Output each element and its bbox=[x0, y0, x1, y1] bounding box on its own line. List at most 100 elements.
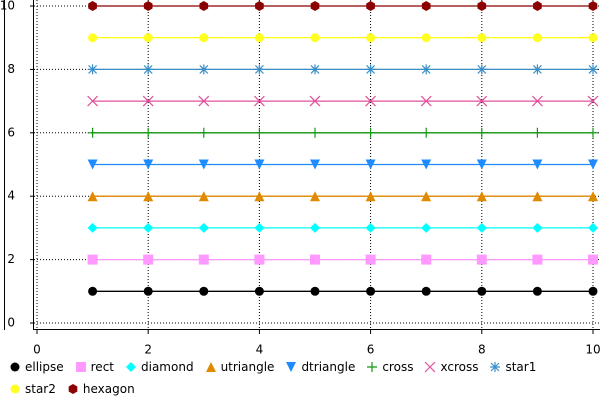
marker bbox=[126, 362, 136, 372]
legend-label: dtriangle bbox=[301, 360, 356, 374]
marker bbox=[198, 191, 209, 202]
marker bbox=[532, 33, 542, 43]
y-tick-label: 8 bbox=[7, 62, 15, 76]
marker bbox=[254, 191, 265, 202]
marker bbox=[588, 127, 598, 138]
marker bbox=[367, 362, 378, 372]
marker bbox=[476, 222, 487, 233]
marker bbox=[87, 64, 98, 75]
marker bbox=[68, 384, 78, 394]
marker bbox=[420, 95, 432, 107]
marker bbox=[143, 127, 154, 138]
marker bbox=[198, 254, 209, 265]
marker bbox=[532, 159, 543, 170]
legend-item: dtriangle bbox=[284, 356, 355, 378]
marker bbox=[254, 33, 264, 43]
marker bbox=[88, 33, 98, 43]
marker bbox=[254, 222, 265, 233]
marker bbox=[532, 222, 543, 233]
marker bbox=[476, 159, 487, 170]
x-tick-label: 8 bbox=[478, 343, 486, 357]
marker bbox=[143, 191, 154, 202]
marker bbox=[310, 159, 320, 170]
marker bbox=[588, 191, 598, 202]
legend-icon bbox=[286, 362, 297, 372]
marker bbox=[75, 362, 86, 372]
legend-label: xcross bbox=[440, 360, 479, 374]
marker bbox=[198, 64, 209, 75]
marker bbox=[310, 286, 320, 296]
marker bbox=[588, 286, 598, 296]
marker bbox=[477, 1, 487, 11]
marker bbox=[421, 64, 432, 75]
marker bbox=[532, 64, 543, 75]
y-tick-label: 4 bbox=[7, 189, 15, 203]
marker bbox=[198, 222, 209, 233]
marker bbox=[532, 286, 542, 296]
marker bbox=[365, 191, 376, 202]
marker bbox=[588, 159, 598, 170]
marker bbox=[365, 95, 377, 107]
legend-label: hexagon bbox=[82, 382, 135, 396]
marker bbox=[531, 95, 543, 107]
legend-item: rect bbox=[74, 356, 114, 378]
legend-icon bbox=[10, 362, 20, 372]
marker bbox=[421, 191, 432, 202]
marker bbox=[199, 33, 209, 43]
legend-label: cross bbox=[382, 360, 414, 374]
legend-label: star2 bbox=[25, 382, 56, 396]
legend-icon bbox=[425, 361, 436, 373]
marker bbox=[587, 95, 599, 107]
marker bbox=[476, 64, 487, 75]
y-tick-label: 6 bbox=[7, 125, 15, 139]
marker bbox=[143, 1, 153, 11]
marker bbox=[143, 159, 154, 170]
legend-item: hexagon bbox=[66, 378, 135, 400]
marker bbox=[310, 191, 320, 202]
marker bbox=[87, 222, 98, 233]
marker bbox=[366, 1, 375, 11]
marker bbox=[421, 1, 431, 11]
legend-item: xcross bbox=[423, 356, 478, 378]
marker bbox=[532, 127, 543, 138]
marker bbox=[198, 159, 209, 170]
marker bbox=[10, 384, 20, 394]
marker bbox=[588, 254, 598, 265]
legend-label: ellipse bbox=[25, 360, 64, 374]
marker bbox=[87, 159, 98, 170]
legend-icon bbox=[68, 384, 78, 394]
marker bbox=[477, 286, 487, 296]
marker bbox=[588, 1, 598, 11]
marker bbox=[143, 33, 153, 43]
marker bbox=[365, 254, 376, 265]
legend-icon bbox=[126, 362, 136, 372]
legend-item: star1 bbox=[488, 356, 536, 378]
marker bbox=[421, 254, 432, 265]
legend-icon bbox=[205, 362, 216, 372]
chart: 0 2 4 6 8 10 0 2 4 6 8 10 bbox=[0, 0, 600, 356]
marker bbox=[254, 286, 264, 296]
x-tick-label: 10 bbox=[585, 343, 600, 357]
legend-icon bbox=[490, 362, 501, 372]
x-tick-label: 4 bbox=[256, 343, 264, 357]
marker bbox=[143, 222, 154, 233]
marker bbox=[88, 286, 98, 296]
marker bbox=[254, 64, 265, 75]
marker bbox=[255, 1, 264, 11]
marker bbox=[87, 127, 98, 138]
marker bbox=[588, 222, 598, 233]
marker bbox=[87, 254, 98, 265]
legend: ellipse rect diamond utriangle dtriangle cros… bbox=[8, 356, 598, 400]
marker bbox=[588, 64, 598, 75]
marker bbox=[476, 127, 487, 138]
marker bbox=[532, 191, 543, 202]
y-tick-label: 2 bbox=[7, 252, 15, 266]
marker bbox=[142, 95, 154, 107]
marker bbox=[421, 127, 432, 138]
marker bbox=[253, 95, 265, 107]
marker bbox=[533, 1, 542, 11]
marker bbox=[421, 33, 431, 43]
marker bbox=[143, 286, 153, 296]
x-tick-label: 2 bbox=[144, 343, 152, 357]
